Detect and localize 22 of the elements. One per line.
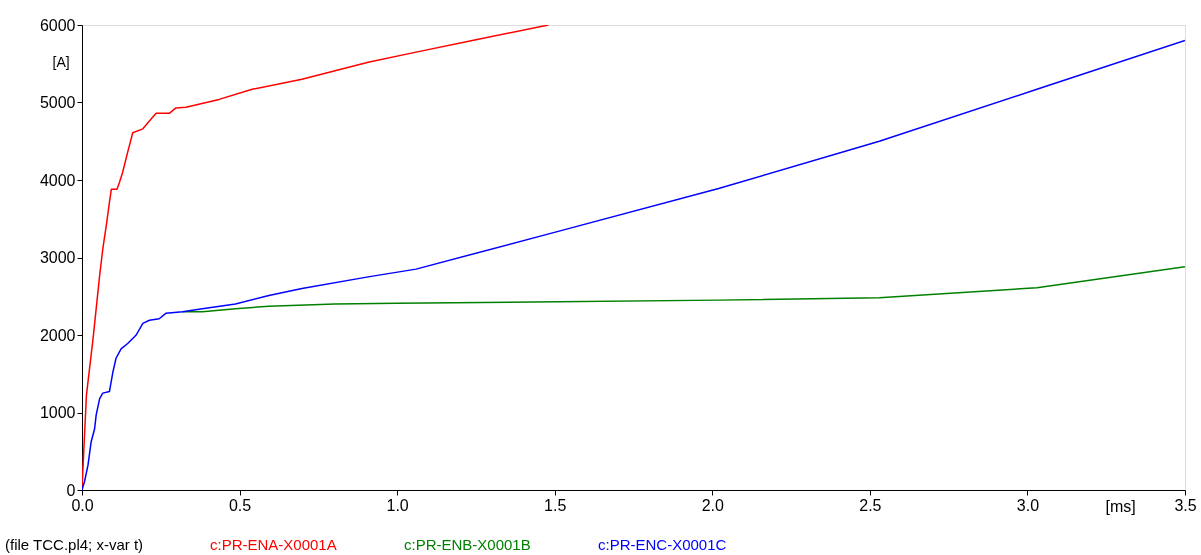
text: c:PR-ENA-X0001A — [210, 536, 337, 553]
x-tick-label: 1.0 — [386, 496, 409, 514]
line-series — [181, 266, 1185, 313]
text: c:PR-ENC-X0001C — [598, 536, 727, 553]
y-tick-label: 5000 — [39, 94, 76, 111]
x-tick-label: 0.5 — [228, 496, 252, 514]
x-axis-title: [ms] — [1105, 497, 1136, 515]
y-tick-label: 2000 — [39, 326, 76, 344]
text: c:PR-ENB-X0001B — [404, 536, 531, 553]
x-tick-label: 0.0 — [71, 496, 94, 514]
x-tick-label: 3.5 — [1174, 496, 1197, 514]
x-tick-label: 3.0 — [1016, 496, 1040, 514]
x-tick-label: 2.0 — [701, 496, 724, 514]
y-axis-title: [A] — [52, 53, 70, 70]
y-tick-label: 6000 — [39, 16, 76, 34]
x-tick-label: 2.5 — [859, 496, 882, 514]
x-tick-label: 1.5 — [544, 496, 567, 514]
y-tick-label: 4000 — [39, 171, 76, 189]
y-tick-label: 0 — [66, 481, 76, 499]
y-tick-label: 1000 — [39, 404, 76, 421]
y-tick-label: 3000 — [39, 249, 76, 266]
text: (file TCC.pl4; x-var t) — [5, 536, 144, 553]
